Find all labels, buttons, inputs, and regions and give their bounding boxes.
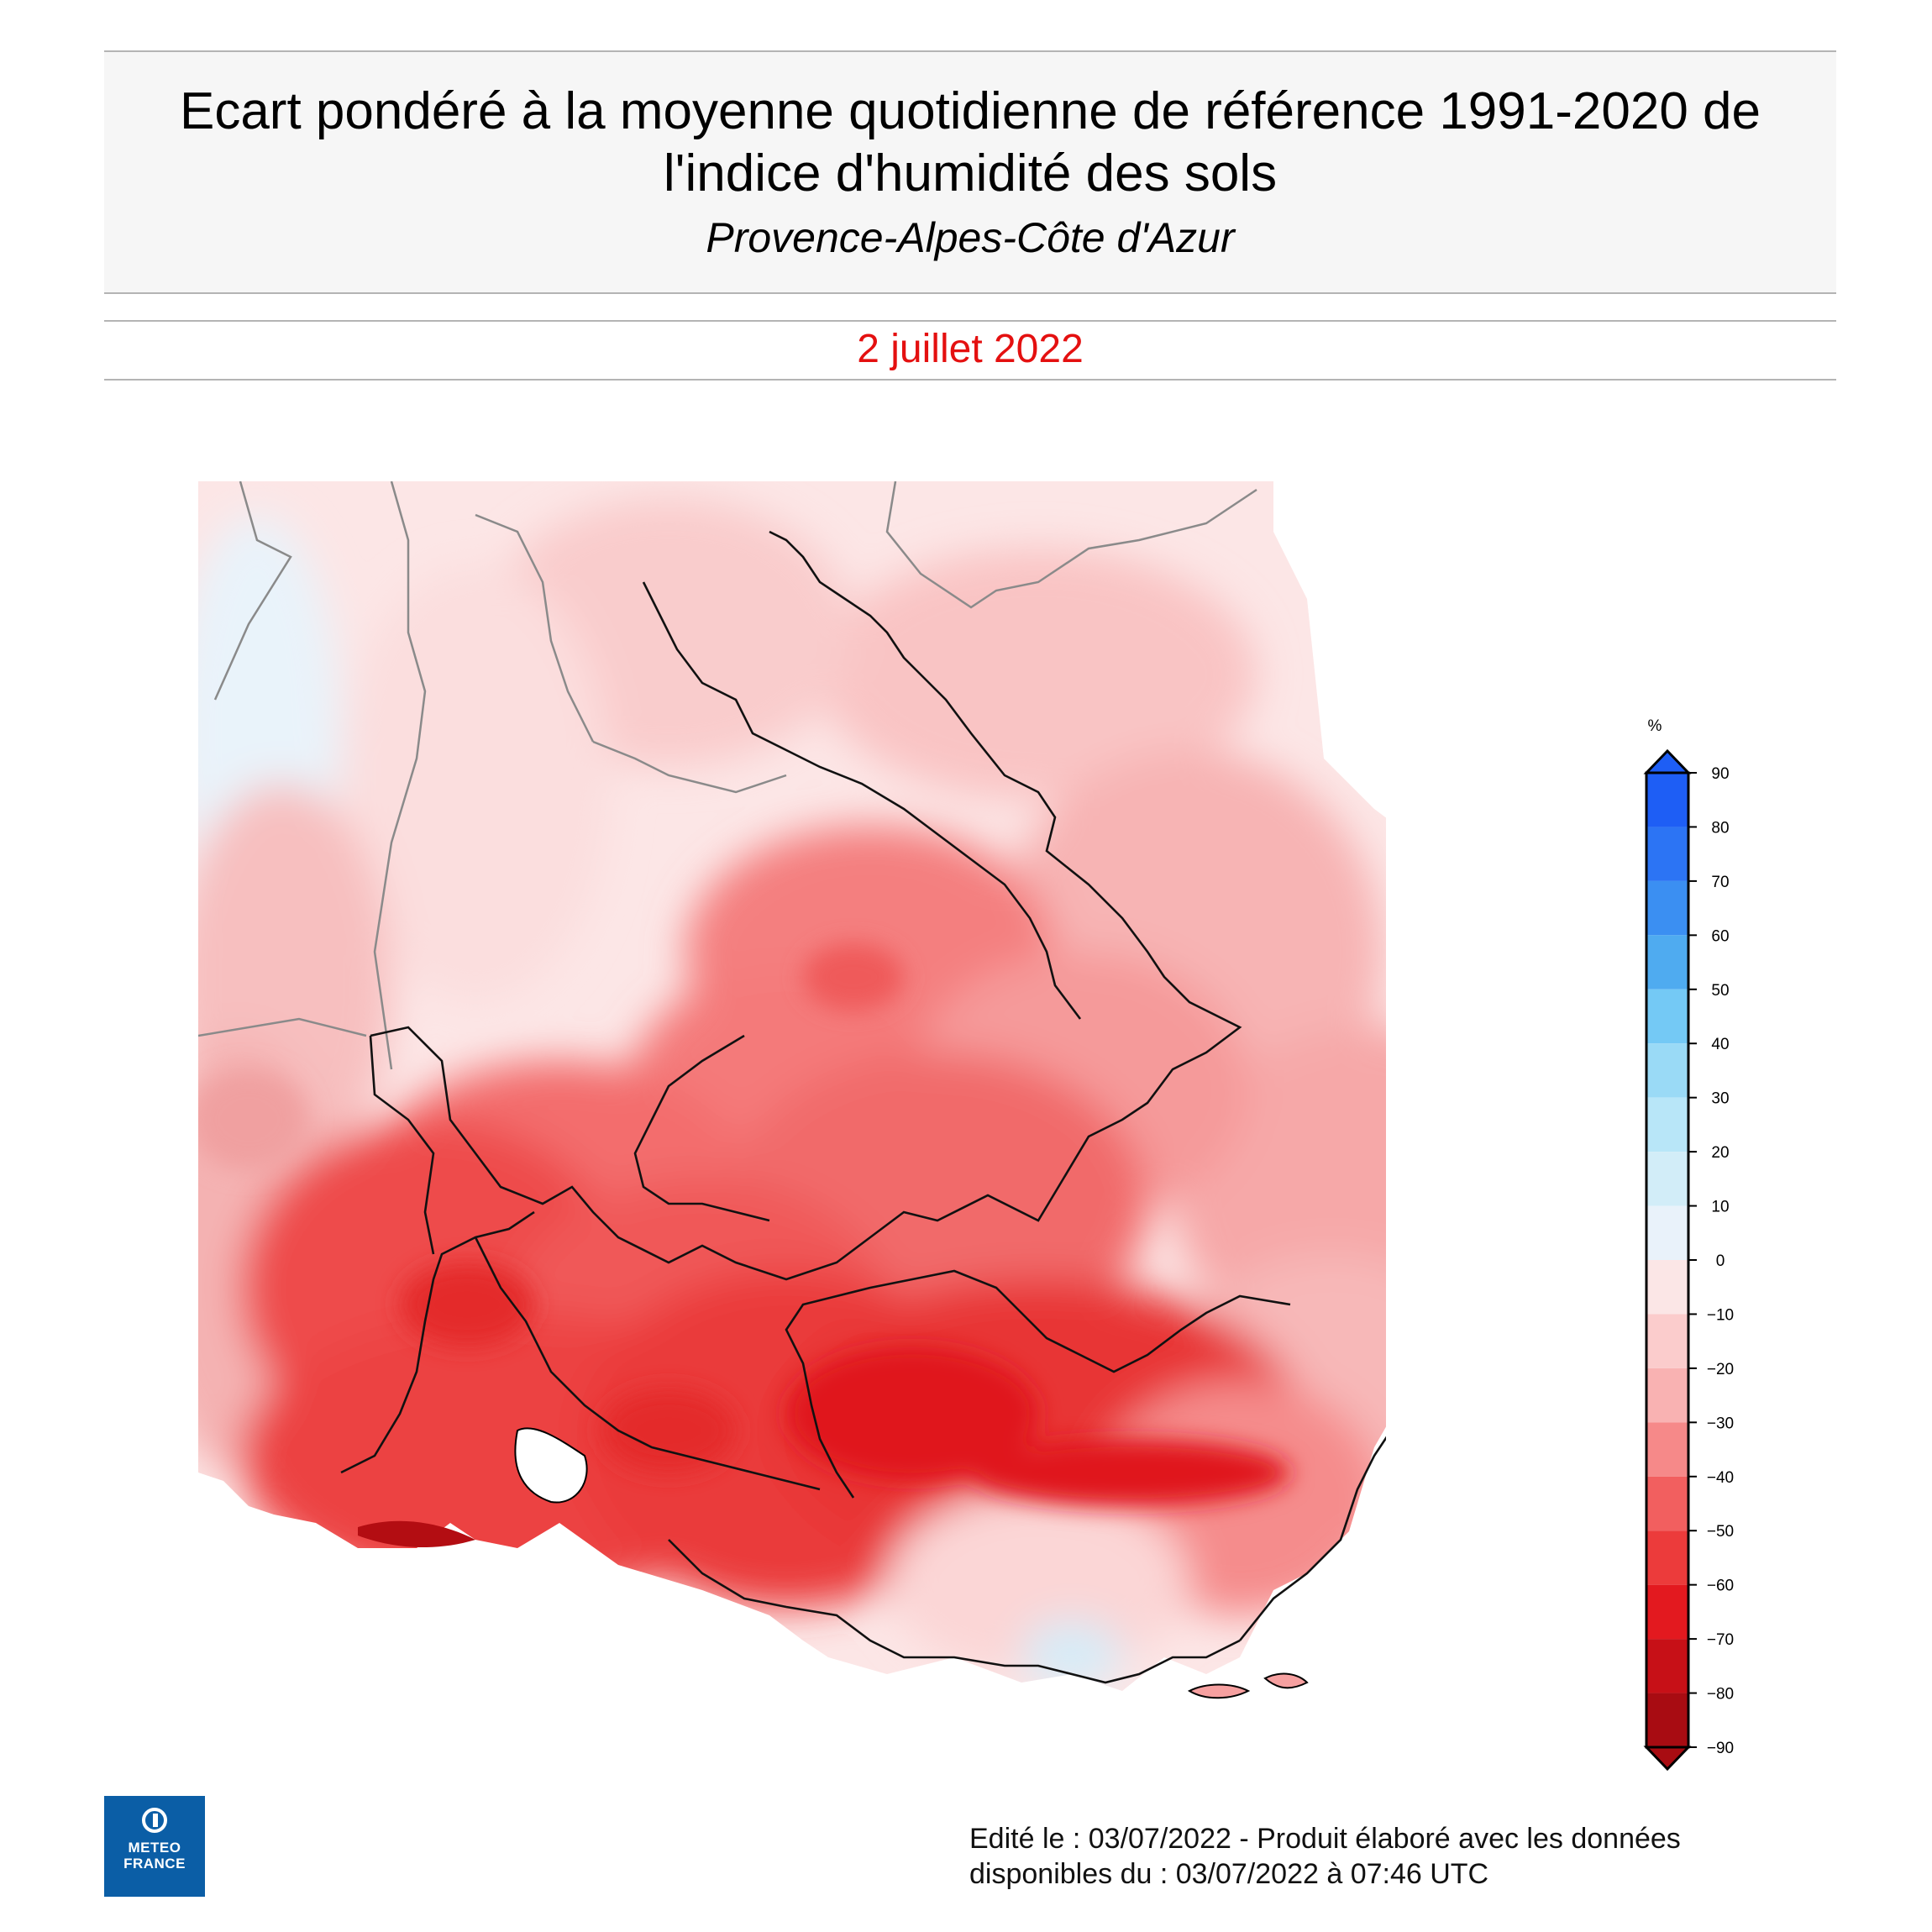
legend-tick-label: −40 — [1707, 1469, 1734, 1487]
legend-tick-label: 30 — [1711, 1090, 1729, 1108]
neighbour-borders — [198, 481, 1257, 1070]
legend-swatch — [1646, 1476, 1688, 1531]
legend-unit: % — [1648, 717, 1662, 735]
islands — [1187, 1672, 1309, 1699]
legend-swatch — [1646, 1314, 1688, 1368]
legend-color-bar — [1643, 748, 1692, 1772]
legend-swatch — [1646, 1693, 1688, 1747]
legend-tick-label: −50 — [1707, 1523, 1734, 1541]
legend-tick-label: 80 — [1711, 819, 1729, 837]
legend-swatch — [1646, 1043, 1688, 1098]
legend-tick-label: −30 — [1707, 1415, 1734, 1432]
legend-swatch — [1646, 989, 1688, 1044]
legend-tick-label: 40 — [1711, 1036, 1729, 1053]
legend-tick-label: −20 — [1707, 1361, 1734, 1378]
legend-swatch — [1646, 1584, 1688, 1640]
meteo-france-logo-icon — [142, 1808, 167, 1833]
color-legend: % 90 80 70 60 50 40 30 20 10 0 −10 −20 −30 −40 −50 −60 −… — [1643, 717, 1734, 1772]
legend-arrow-top — [1643, 748, 1692, 774]
title-line-1: Ecart pondéré à la moyenne quotidienne d… — [179, 82, 1761, 140]
legend-tick-label: 90 — [1711, 765, 1729, 783]
region-border — [340, 530, 1386, 1684]
legend-arrow-bottom — [1643, 1746, 1692, 1772]
legend-tick-label: −80 — [1707, 1686, 1734, 1704]
region-subtitle: Provence-Alpes-Côte d'Azur — [706, 214, 1235, 261]
legend-swatch — [1646, 1530, 1688, 1585]
legend-swatch — [1646, 773, 1688, 827]
edition-note: Edité le : 03/07/2022 - Produit élaboré … — [969, 1821, 1893, 1892]
legend-swatch — [1646, 1639, 1688, 1693]
legend-swatch — [1646, 1152, 1688, 1206]
legend-swatch — [1646, 1260, 1688, 1315]
legend-tick-label: 10 — [1711, 1199, 1729, 1216]
legend-tick-label: 70 — [1711, 874, 1729, 891]
legend-swatch — [1646, 1097, 1688, 1152]
logo-line-1: METEO — [128, 1840, 181, 1856]
legend-swatch — [1646, 1368, 1688, 1423]
legend-tick-label: 60 — [1711, 927, 1729, 945]
legend-tick-label: −10 — [1707, 1306, 1734, 1324]
edition-line-1: Edité le : 03/07/2022 - Produit élaboré … — [969, 1823, 1681, 1855]
title-line-2: l'indice d'humidité des sols — [663, 144, 1278, 202]
meteo-france-logo: METEO FRANCE — [104, 1796, 205, 1897]
legend-swatch — [1646, 1422, 1688, 1477]
legend-tick-label: 20 — [1711, 1144, 1729, 1162]
legend-tick-label: 0 — [1716, 1252, 1725, 1270]
title-panel: Ecart pondéré à la moyenne quotidienne d… — [104, 50, 1836, 294]
legend-tick-label: −90 — [1707, 1740, 1734, 1757]
legend-swatch — [1646, 880, 1688, 936]
legend-tick-labels: 90 80 70 60 50 40 30 20 10 0 −10 −20 −30 −40 −50 −60 −70… — [1688, 765, 1734, 1757]
soil-moisture-map — [198, 481, 1386, 1699]
date-label: 2 juillet 2022 — [104, 320, 1836, 381]
logo-line-2: FRANCE — [123, 1856, 186, 1872]
berre-lagoon — [514, 1427, 588, 1504]
map-title: Ecart pondéré à la moyenne quotidienne d… — [104, 81, 1836, 205]
legend-swatch — [1646, 827, 1688, 881]
legend-tick-label: −70 — [1707, 1631, 1734, 1649]
legend-swatch — [1646, 1205, 1688, 1260]
legend-tick-label: 50 — [1711, 982, 1729, 1000]
camargue-coast-patch — [358, 1520, 475, 1548]
legend-swatch — [1646, 935, 1688, 990]
edition-line-2: disponibles du : 03/07/2022 à 07:46 UTC — [969, 1858, 1489, 1890]
legend-tick-label: −60 — [1707, 1578, 1734, 1595]
